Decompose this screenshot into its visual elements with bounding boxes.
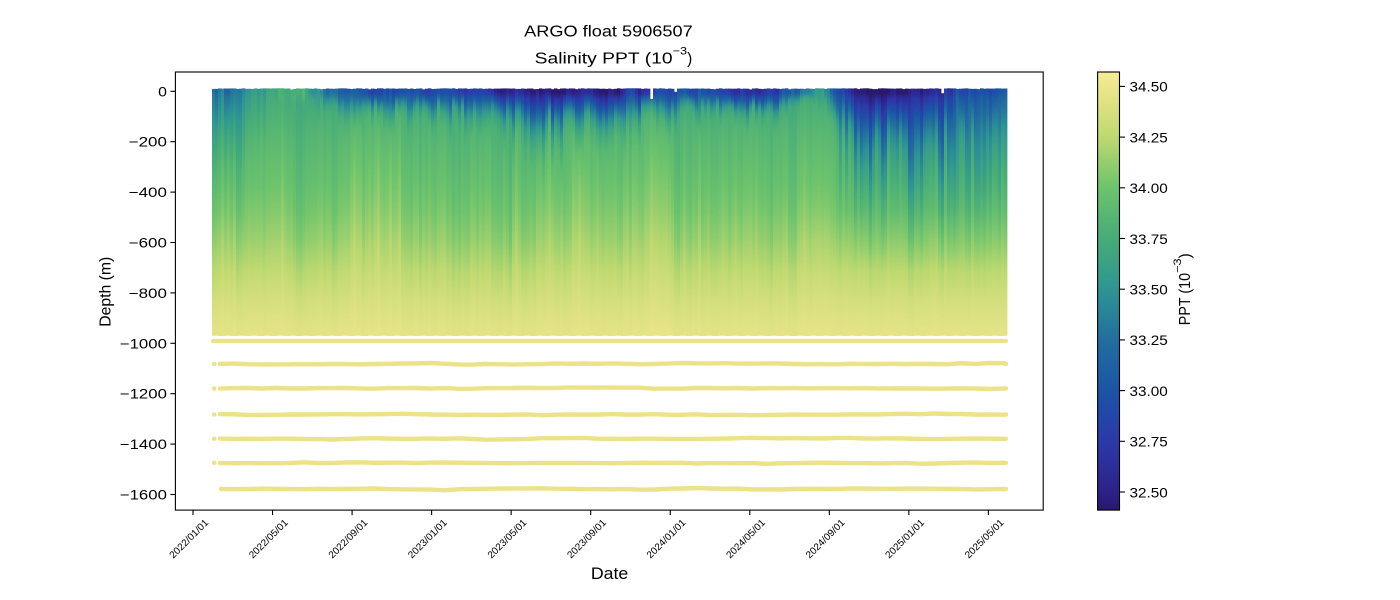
svg-text:33.50: 33.50 — [1130, 281, 1168, 297]
svg-text:33.75: 33.75 — [1130, 231, 1168, 247]
svg-text:−200: −200 — [129, 134, 168, 150]
svg-text:32.50: 32.50 — [1130, 484, 1168, 500]
svg-text:−1600: −1600 — [120, 486, 167, 502]
svg-text:33.00: 33.00 — [1130, 383, 1168, 399]
svg-text:Depth (m): Depth (m) — [98, 257, 115, 327]
svg-text:Date: Date — [591, 565, 628, 583]
svg-text:−1000: −1000 — [120, 335, 167, 351]
svg-text:): ) — [687, 50, 692, 67]
svg-text:33.25: 33.25 — [1130, 332, 1168, 348]
svg-text:−1200: −1200 — [120, 386, 167, 402]
svg-text:34.25: 34.25 — [1130, 129, 1168, 145]
svg-text:PPT (10: PPT (10 — [1177, 273, 1194, 325]
svg-text:34.00: 34.00 — [1130, 180, 1168, 196]
svg-text:−600: −600 — [129, 234, 168, 250]
svg-text:): ) — [1177, 253, 1194, 258]
svg-text:0: 0 — [158, 83, 167, 99]
svg-text:−800: −800 — [129, 285, 168, 301]
svg-text:ARGO float 5906507: ARGO float 5906507 — [524, 24, 693, 41]
svg-text:−3: −3 — [673, 45, 688, 57]
svg-text:−1400: −1400 — [120, 436, 167, 452]
svg-text:Salinity PPT (10: Salinity PPT (10 — [535, 50, 673, 67]
svg-text:34.50: 34.50 — [1130, 79, 1168, 95]
svg-text:−400: −400 — [129, 184, 168, 200]
svg-text:−3: −3 — [1172, 258, 1184, 273]
svg-text:32.75: 32.75 — [1130, 434, 1168, 450]
